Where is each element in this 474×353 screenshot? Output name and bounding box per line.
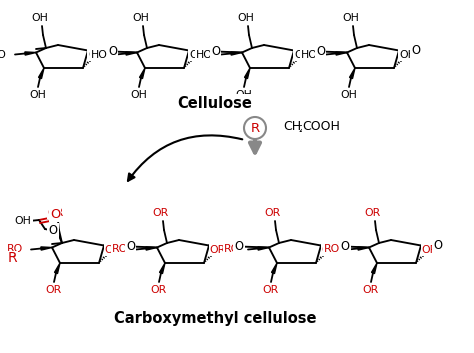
FancyArrowPatch shape	[128, 136, 242, 181]
Text: OR: OR	[422, 245, 438, 255]
Text: OH: OH	[340, 90, 357, 100]
Text: OR: OR	[365, 208, 381, 218]
Polygon shape	[272, 263, 277, 274]
Text: O: O	[411, 44, 420, 57]
Polygon shape	[336, 52, 347, 55]
Text: CH: CH	[283, 120, 301, 133]
Text: O: O	[235, 240, 244, 253]
Text: O: O	[50, 208, 60, 221]
Text: OR: OR	[263, 285, 279, 295]
Text: O: O	[126, 240, 135, 253]
Text: O: O	[48, 225, 57, 238]
Text: OH: OH	[29, 90, 46, 100]
Text: OR: OR	[48, 208, 64, 218]
Polygon shape	[231, 52, 242, 55]
Text: OH: OH	[236, 90, 253, 100]
Text: R: R	[8, 251, 18, 265]
Text: HO: HO	[91, 49, 108, 60]
Text: OR: OR	[153, 208, 169, 218]
Text: RO: RO	[324, 245, 340, 255]
Polygon shape	[160, 263, 165, 274]
Text: COOH: COOH	[302, 120, 340, 133]
Text: O: O	[316, 45, 325, 58]
Text: OR: OR	[363, 285, 379, 295]
Text: OH: OH	[294, 50, 311, 60]
Text: O: O	[340, 240, 349, 253]
Text: RO: RO	[112, 245, 128, 255]
Polygon shape	[245, 68, 250, 79]
Text: HO: HO	[0, 49, 7, 60]
Text: HO: HO	[196, 49, 213, 60]
Text: OH: OH	[130, 90, 147, 100]
Text: RO: RO	[224, 245, 240, 255]
Text: OH: OH	[190, 50, 207, 60]
Circle shape	[244, 117, 266, 139]
Text: R: R	[250, 121, 260, 134]
Text: O: O	[434, 239, 443, 252]
Polygon shape	[126, 52, 137, 55]
Text: OH: OH	[400, 50, 417, 60]
Text: O: O	[108, 45, 117, 58]
Text: OH: OH	[15, 216, 31, 226]
Text: OR: OR	[46, 285, 62, 295]
Polygon shape	[358, 247, 369, 250]
Text: OR: OR	[322, 245, 338, 255]
Text: HO: HO	[301, 49, 318, 60]
Text: O: O	[211, 45, 220, 58]
Polygon shape	[349, 68, 355, 79]
Text: OH: OH	[32, 13, 48, 23]
Polygon shape	[139, 68, 145, 79]
Text: OR: OR	[210, 245, 226, 255]
Polygon shape	[258, 247, 269, 250]
Text: OH: OH	[133, 13, 149, 23]
Text: OH: OH	[237, 13, 255, 23]
Text: OR: OR	[105, 245, 121, 255]
Polygon shape	[55, 263, 60, 274]
Text: OH: OH	[89, 50, 105, 60]
Polygon shape	[372, 263, 377, 274]
Text: OR: OR	[151, 285, 167, 295]
Text: 2: 2	[298, 125, 304, 133]
Text: OR: OR	[265, 208, 281, 218]
Polygon shape	[41, 247, 52, 250]
Text: Carboxymethyl cellulose: Carboxymethyl cellulose	[114, 311, 316, 325]
Polygon shape	[25, 52, 36, 55]
Polygon shape	[146, 247, 157, 250]
Polygon shape	[38, 68, 44, 79]
Text: RO: RO	[7, 245, 23, 255]
Text: OH: OH	[343, 13, 359, 23]
Text: Cellulose: Cellulose	[178, 96, 253, 110]
